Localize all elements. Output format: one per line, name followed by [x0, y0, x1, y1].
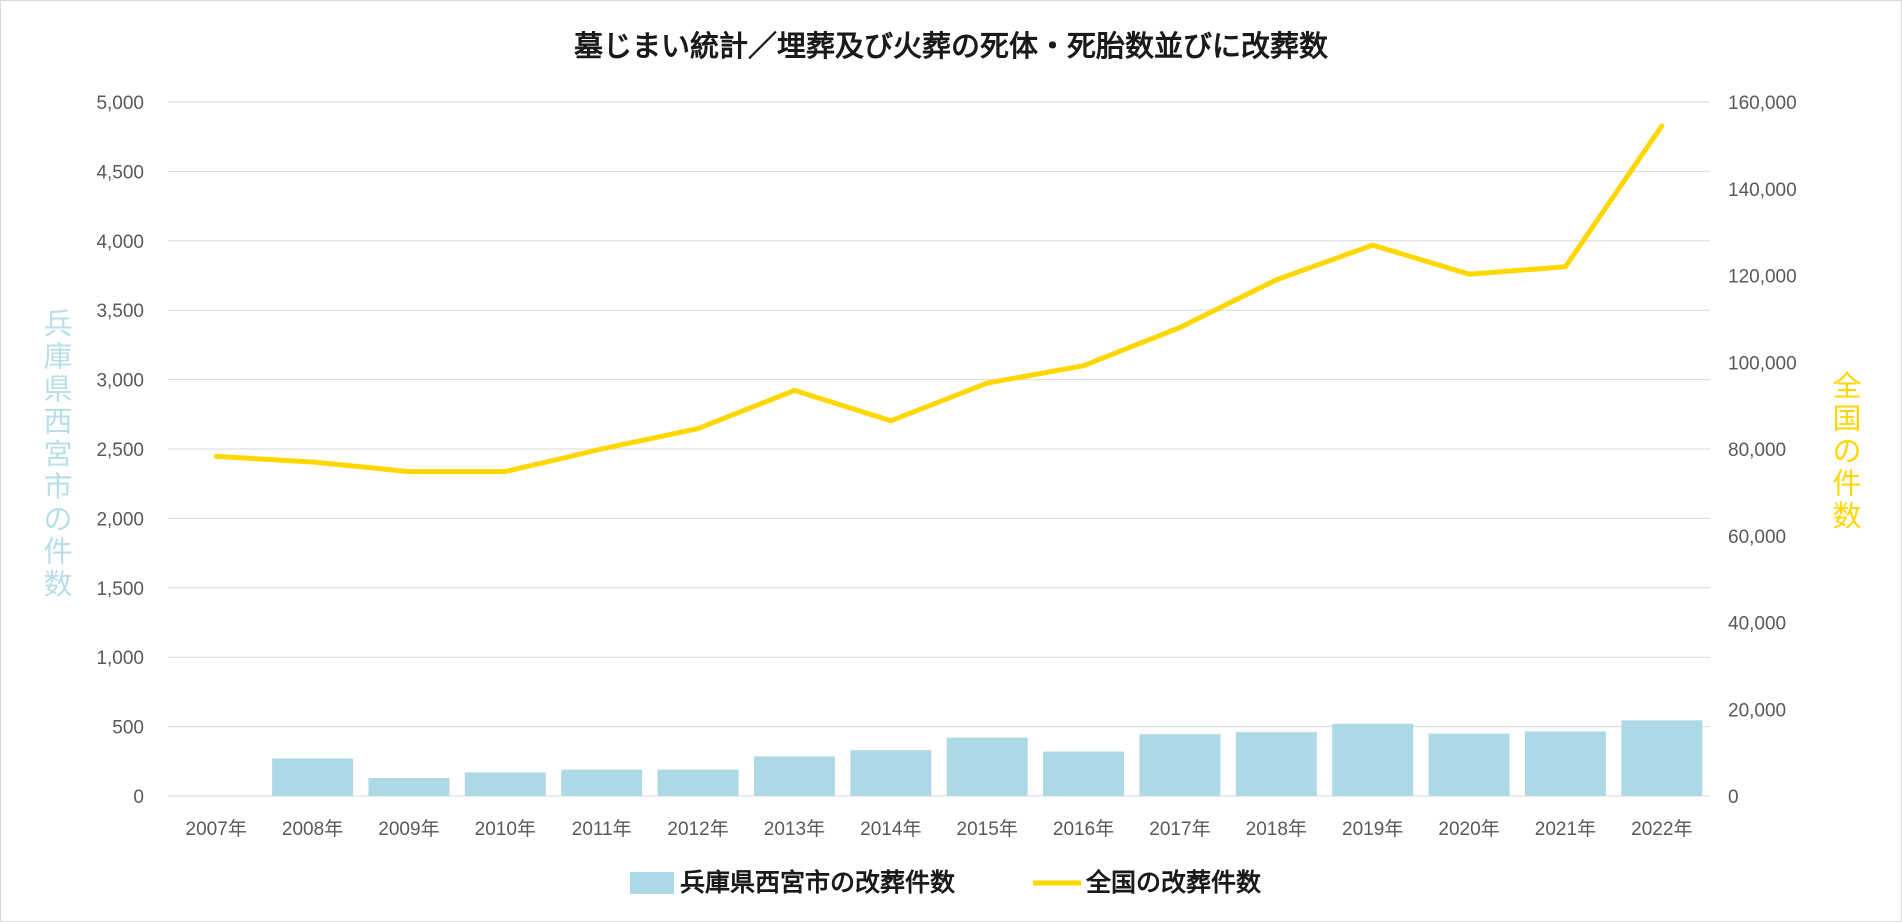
x-axis-ticks: 2007年 2008年 2009年 2010年 2011年 2012年 2013年 2014年… [186, 818, 1693, 840]
line-path [213, 123, 1665, 475]
bar [1428, 733, 1510, 796]
x-tick-label: 2019年 [1342, 818, 1403, 840]
left-tick-label: 0 [133, 787, 144, 808]
right-tick-label: 40,000 [1728, 614, 1786, 635]
bar [561, 769, 643, 796]
bar [850, 750, 932, 796]
bar [368, 777, 450, 796]
legend: 兵庫県西宮市の改葬件数 全国の改葬件数 [630, 868, 1262, 897]
left-tick-label: 500 [112, 718, 144, 739]
right-tick-label: 20,000 [1728, 700, 1786, 721]
bar [1621, 720, 1703, 796]
bar-series [272, 720, 1703, 796]
left-tick-label: 3,500 [96, 301, 144, 322]
right-tick-label: 100,000 [1728, 353, 1797, 374]
left-tick-label: 1,000 [96, 648, 144, 669]
line-series [213, 123, 1665, 475]
bar [1043, 751, 1125, 796]
x-tick-label: 2014年 [860, 818, 921, 840]
bar [753, 756, 835, 796]
legend-bar-label: 兵庫県西宮市の改葬件数 [680, 868, 956, 897]
x-tick-label: 2016年 [1053, 818, 1114, 840]
left-tick-label: 2,000 [96, 509, 144, 530]
left-tick-label: 4,500 [96, 162, 144, 183]
left-axis-title: 兵庫県西宮市の件数 [43, 307, 72, 601]
x-tick-label: 2012年 [667, 818, 728, 840]
x-tick-label: 2022年 [1631, 818, 1692, 840]
x-tick-label: 2010年 [475, 818, 536, 840]
legend-line-label: 全国の改葬件数 [1085, 868, 1262, 897]
x-tick-label: 2011年 [572, 818, 632, 840]
x-tick-label: 2021年 [1535, 818, 1596, 840]
x-tick-label: 2008年 [282, 818, 343, 840]
x-tick-label: 2009年 [378, 818, 439, 840]
left-tick-label: 5,000 [96, 93, 144, 114]
right-tick-label: 80,000 [1728, 440, 1786, 461]
left-tick-label: 4,000 [96, 232, 144, 253]
bar [946, 737, 1028, 796]
right-axis-title: 全国の件数 [1832, 369, 1861, 533]
x-tick-label: 2017年 [1149, 818, 1210, 840]
gridlines [168, 101, 1710, 797]
bar [657, 769, 739, 796]
axis-title-text: 全国の件数 [1832, 369, 1861, 533]
axis-title-text: 兵庫県西宮市の件数 [43, 307, 72, 601]
x-tick-label: 2013年 [764, 818, 825, 840]
right-tick-label: 160,000 [1728, 93, 1797, 114]
right-tick-label: 140,000 [1728, 180, 1797, 201]
right-axis-ticks: 0 20,000 40,000 60,000 80,000 100,000 120,000 1… [1728, 93, 1797, 808]
legend-bar-swatch [630, 872, 674, 894]
x-tick-label: 2007年 [186, 818, 247, 840]
left-tick-label: 3,000 [96, 371, 144, 392]
left-axis-ticks: 0 500 1,000 1,500 2,000 2,500 3,000 3,500 4,000 4… [96, 93, 144, 808]
left-tick-label: 2,500 [96, 440, 144, 461]
chart-title: 墓じまい統計／埋葬及び火葬の死体・死胎数並びに改葬数 [573, 29, 1329, 63]
bar [1139, 734, 1221, 796]
bar [1235, 732, 1317, 796]
left-tick-label: 1,500 [96, 579, 144, 600]
right-tick-label: 120,000 [1728, 267, 1797, 288]
x-tick-label: 2018年 [1246, 818, 1307, 840]
bar [1332, 723, 1414, 796]
right-tick-label: 0 [1728, 787, 1739, 808]
x-tick-label: 2020年 [1438, 818, 1499, 840]
bar [464, 772, 546, 796]
bar [272, 758, 354, 796]
bar [1524, 731, 1606, 796]
right-tick-label: 60,000 [1728, 527, 1786, 548]
x-tick-label: 2015年 [957, 818, 1018, 840]
